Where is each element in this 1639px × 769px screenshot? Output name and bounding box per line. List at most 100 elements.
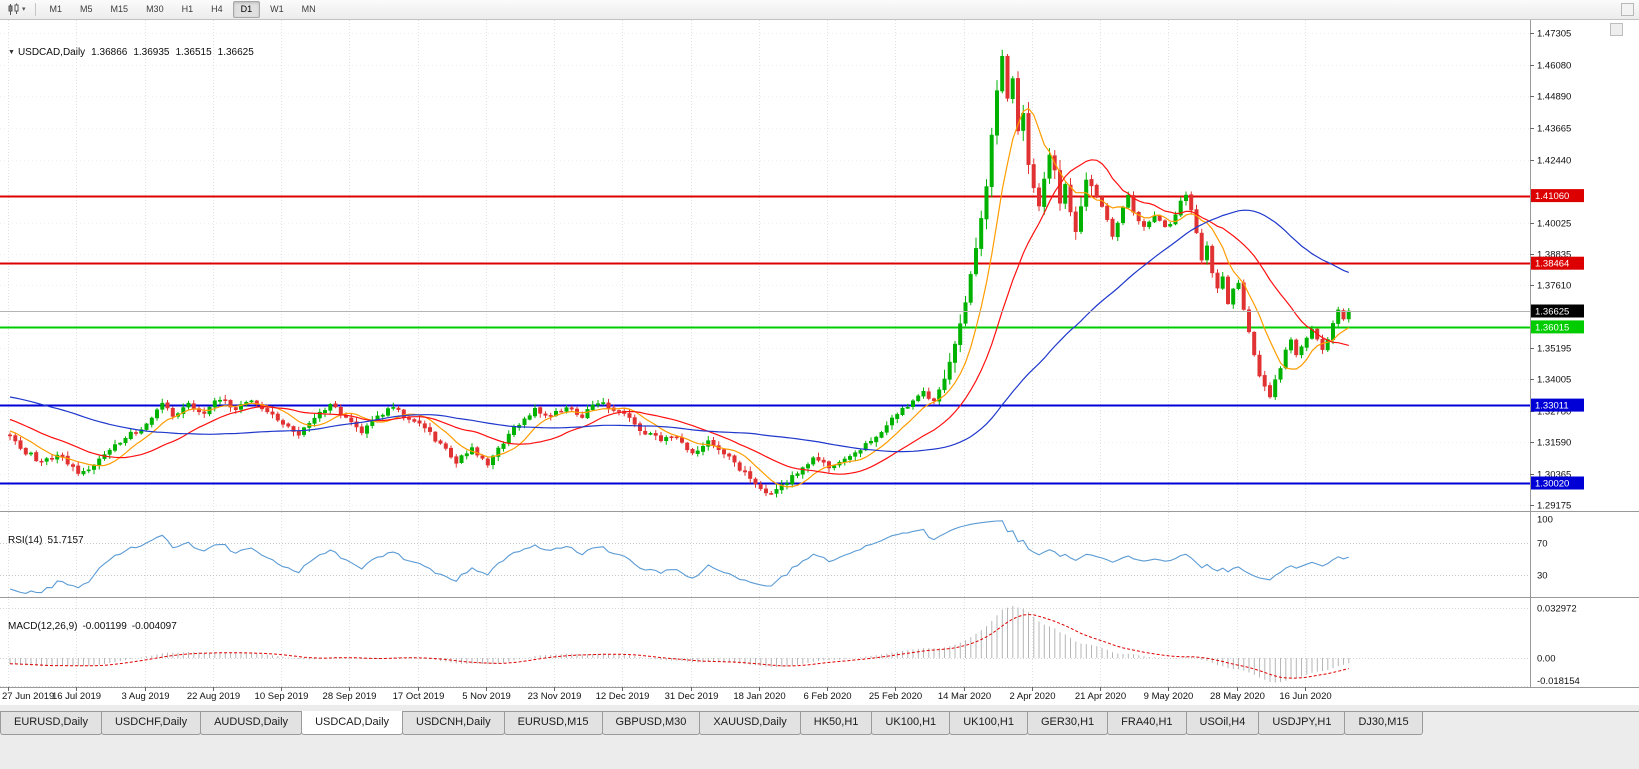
date-label: 9 May 2020 bbox=[1144, 691, 1194, 702]
chart-tabs-bar: EURUSD,Daily USDCHF,Daily AUDUSD,Daily USDC… bbox=[0, 711, 1639, 735]
candlestick-series bbox=[8, 49, 1351, 498]
current-price-label[interactable] bbox=[1531, 304, 1584, 318]
price-level-label[interactable] bbox=[1531, 398, 1584, 412]
ma-line-55 bbox=[9, 209, 1350, 453]
chart-title: ▼ USDCAD,Daily 1.36866 1.36935 1.36515 1.3662… bbox=[8, 47, 254, 58]
date-label: 16 Jul 2019 bbox=[52, 691, 101, 702]
date-label: 27 Jun 2019 bbox=[2, 691, 54, 702]
timeframe-button-d1[interactable]: D1 bbox=[232, 1, 261, 18]
timeframe-button-m15[interactable]: M15 bbox=[110, 4, 129, 15]
timeframe-button-mn[interactable]: MN bbox=[301, 4, 316, 15]
tab-dj30-m15[interactable]: DJ30,M15 bbox=[1344, 712, 1423, 735]
price-level-label-text: 1.41060 bbox=[1535, 191, 1569, 202]
tab-eurusd-m15[interactable]: EURUSD,M15 bbox=[503, 712, 603, 735]
horizontal-level-lines[interactable] bbox=[0, 195, 1530, 485]
price-tick-label: 1.44890 bbox=[1537, 92, 1571, 103]
tab-usoil-h4[interactable]: USOil,H4 bbox=[1185, 712, 1260, 735]
date-label: 21 Apr 2020 bbox=[1075, 691, 1126, 702]
price-tick-label: 1.31590 bbox=[1537, 438, 1571, 449]
toolbar-separator bbox=[34, 3, 36, 16]
price-tick-label: 1.35195 bbox=[1537, 344, 1571, 355]
chart-window: 27 Jun 2019 16 Jul 2019 3 Aug 2019 22 Aug 2… bbox=[0, 20, 1639, 705]
timeframe-button-m5[interactable]: M5 bbox=[80, 4, 93, 15]
price-tick-label: 1.34005 bbox=[1537, 375, 1571, 386]
panel-separators bbox=[0, 20, 1639, 688]
price-tick-label: 1.29175 bbox=[1537, 501, 1571, 512]
timeframe-button-m30[interactable]: M30 bbox=[146, 4, 164, 15]
price-level-label-text: 1.36015 bbox=[1535, 322, 1569, 333]
tab-uk100-h1[interactable]: UK100,H1 bbox=[871, 712, 951, 735]
date-label: 23 Nov 2019 bbox=[528, 691, 582, 702]
rsi-line bbox=[9, 520, 1349, 594]
price-level-label[interactable] bbox=[1531, 189, 1584, 203]
date-label: 28 May 2020 bbox=[1210, 691, 1265, 702]
date-label: 10 Sep 2019 bbox=[255, 691, 309, 702]
tab-uk100-h1[interactable]: UK100,H1 bbox=[949, 712, 1028, 735]
time-axis[interactable] bbox=[0, 688, 1639, 705]
tab-ger30-h1[interactable]: GER30,H1 bbox=[1026, 712, 1109, 735]
ohlc-close: 1.36625 bbox=[217, 47, 254, 58]
chart-type-button[interactable]: ▾ bbox=[3, 2, 30, 17]
price-tick-label: 1.42440 bbox=[1537, 156, 1571, 167]
date-label: 28 Sep 2019 bbox=[323, 691, 377, 702]
date-label: 16 Jun 2020 bbox=[1279, 691, 1331, 702]
macd-scale-label: 0.032972 bbox=[1537, 604, 1577, 615]
candlestick-chart-icon bbox=[8, 3, 19, 15]
date-label: 25 Feb 2020 bbox=[869, 691, 922, 702]
tab-usdcnh-daily[interactable]: USDCNH,Daily bbox=[402, 712, 505, 735]
timeframe-button-h1[interactable]: H1 bbox=[181, 4, 194, 15]
bottom-bar: EURUSD,Daily USDCHF,Daily AUDUSD,Daily USDC… bbox=[0, 705, 1639, 769]
ma-line-21 bbox=[9, 159, 1349, 475]
timeframe-button-h4[interactable]: H4 bbox=[211, 4, 223, 15]
price-level-label-text: 1.30020 bbox=[1535, 479, 1569, 490]
tab-usdcad-daily[interactable]: USDCAD,Daily bbox=[301, 711, 404, 735]
tab-hk50-h1[interactable]: HK50,H1 bbox=[799, 712, 873, 735]
price-tick-label: 1.46080 bbox=[1537, 61, 1571, 72]
date-label: 3 Aug 2019 bbox=[121, 691, 169, 702]
date-label: 18 Jan 2020 bbox=[733, 691, 785, 702]
toolbar-overflow-button[interactable] bbox=[1621, 3, 1634, 16]
tab-xauusd-daily[interactable]: XAUUSD,Daily bbox=[699, 712, 801, 735]
price-tick-label: 1.30365 bbox=[1537, 470, 1571, 481]
price-level-label[interactable] bbox=[1531, 256, 1584, 270]
tab-gbpusd-m30[interactable]: GBPUSD,M30 bbox=[601, 712, 701, 735]
price-level-label-text: 1.38464 bbox=[1535, 259, 1569, 270]
date-label: 14 Mar 2020 bbox=[938, 691, 991, 702]
tab-fra40-h1[interactable]: FRA40,H1 bbox=[1107, 712, 1187, 735]
price-tick-label: 1.40025 bbox=[1537, 219, 1571, 230]
toolbar: ▾ M1 M5 M15 M30 H1 H4 D1 W1 MN bbox=[0, 0, 1639, 20]
tab-usdchf-daily[interactable]: USDCHF,Daily bbox=[100, 712, 202, 735]
price-tick-label: 1.43665 bbox=[1537, 124, 1571, 135]
chart-dropdown-icon[interactable]: ▼ bbox=[8, 49, 15, 56]
chart-background bbox=[0, 20, 1639, 705]
timeframe-buttons: M1 M5 M15 M30 H1 H4 D1 W1 MN bbox=[41, 1, 325, 18]
macd-main-value: -0.001199 bbox=[82, 621, 127, 632]
price-level-label[interactable] bbox=[1531, 476, 1584, 490]
price-tick-label: 1.47305 bbox=[1537, 29, 1571, 40]
rsi-indicator-label: RSI(14) 51.7157 bbox=[8, 535, 84, 546]
date-label: 12 Dec 2019 bbox=[596, 691, 650, 702]
macd-indicator-label: MACD(12,26,9) -0.001199 -0.004097 bbox=[8, 621, 177, 632]
date-label: 6 Feb 2020 bbox=[803, 691, 851, 702]
timeframe-button-w1[interactable]: W1 bbox=[270, 4, 284, 15]
date-label: 17 Oct 2019 bbox=[393, 691, 445, 702]
price-level-label[interactable] bbox=[1531, 320, 1584, 334]
tab-usdjpy-h1[interactable]: USDJPY,H1 bbox=[1258, 712, 1346, 735]
chart-scroll-button[interactable] bbox=[1610, 23, 1623, 36]
price-axis[interactable] bbox=[1531, 20, 1639, 687]
macd-scale-label: -0.018154 bbox=[1537, 676, 1580, 687]
date-label: 22 Aug 2019 bbox=[187, 691, 240, 702]
rsi-value: 51.7157 bbox=[47, 535, 84, 546]
chevron-down-icon: ▾ bbox=[22, 6, 26, 13]
date-label: 5 Nov 2019 bbox=[462, 691, 511, 702]
timeframe-button-m1[interactable]: M1 bbox=[49, 4, 63, 15]
tab-eurusd-daily[interactable]: EURUSD,Daily bbox=[0, 712, 102, 735]
ohlc-low: 1.36515 bbox=[175, 47, 212, 58]
price-level-label-text: 1.33011 bbox=[1535, 401, 1569, 412]
tab-audusd-daily[interactable]: AUDUSD,Daily bbox=[200, 712, 303, 735]
ohlc-open: 1.36866 bbox=[91, 47, 128, 58]
macd-name: MACD(12,26,9) bbox=[8, 621, 78, 632]
ma-line-8 bbox=[9, 107, 1350, 488]
